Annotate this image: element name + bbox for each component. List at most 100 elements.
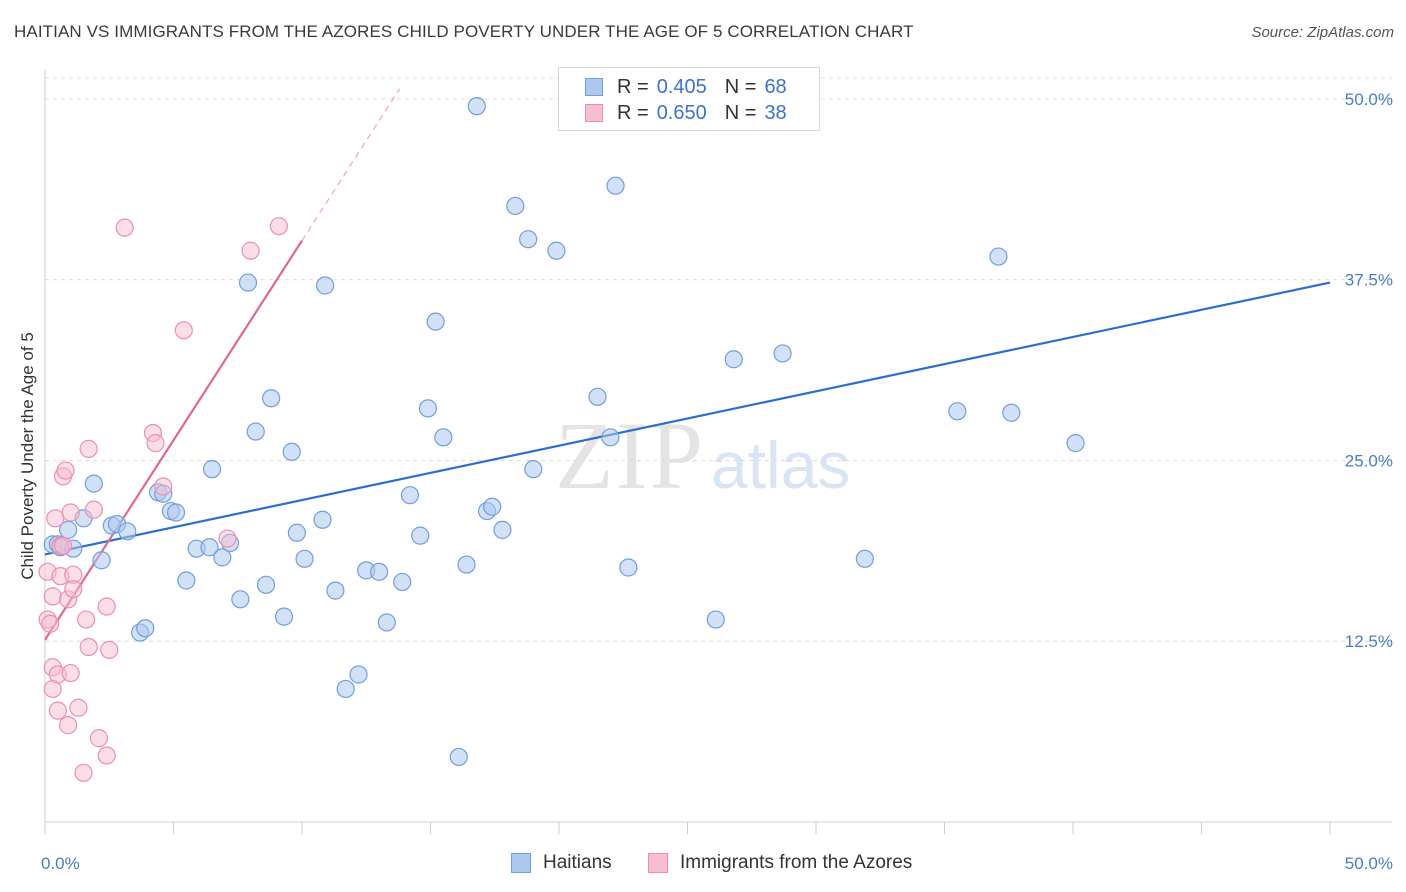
azores-point xyxy=(59,716,78,735)
haitians-point xyxy=(136,619,155,638)
y-tick-label: 37.5% xyxy=(1345,271,1393,290)
haitians-point xyxy=(449,747,468,767)
azores-point xyxy=(269,217,288,236)
haitians-point xyxy=(262,389,281,408)
label-layer: 12.5% 25.0% 37.5% 50.0% 0.0% 50.0% Child Pover… xyxy=(18,90,1393,873)
haitians-point xyxy=(493,520,512,539)
haitians-point xyxy=(855,549,874,568)
haitians-point xyxy=(411,526,430,545)
y-tick-label: 50.0% xyxy=(1345,90,1393,109)
azores-point xyxy=(97,597,116,616)
haitians-point xyxy=(231,590,250,609)
azores-point xyxy=(41,614,60,633)
bottom-legend-label-haitians: Haitians xyxy=(543,852,612,873)
legend-row-azores: R = 0.650 N = 38 xyxy=(585,101,787,125)
haitians-point xyxy=(467,97,486,116)
haitians-point xyxy=(524,460,543,479)
azores-point xyxy=(79,439,98,458)
haitians-point xyxy=(724,350,743,369)
bottom-legend-azores[interactable]: Immigrants from the Azores xyxy=(648,852,912,874)
legend-n-label: N = xyxy=(724,75,757,98)
azores-point xyxy=(97,746,116,765)
bottom-legend-haitians[interactable]: Haitians xyxy=(511,852,612,874)
haitians-point xyxy=(166,503,186,522)
bottom-legend: Haitians Immigrants from the Azores xyxy=(0,852,1406,878)
azores-point xyxy=(64,580,83,599)
bottom-legend-label-azores: Immigrants from the Azores xyxy=(680,852,913,873)
haitians-trend-line xyxy=(44,281,1331,556)
azores-point xyxy=(69,698,88,717)
haitians-point xyxy=(377,613,396,632)
axis-layer xyxy=(44,70,1392,834)
azores-point xyxy=(89,729,109,748)
haitians-point xyxy=(547,241,566,260)
haitians-point xyxy=(282,442,301,461)
azores-point xyxy=(43,587,62,606)
azores-trend-line xyxy=(44,240,303,641)
haitians-point xyxy=(619,558,638,577)
haitians-point xyxy=(238,273,258,292)
haitians-point xyxy=(457,555,476,574)
haitians-point xyxy=(246,422,265,441)
haitians-point xyxy=(274,607,294,626)
haitians-point xyxy=(316,276,335,295)
x-tick-label: 50.0% xyxy=(1345,854,1393,873)
azores-point xyxy=(100,640,119,660)
azores-point xyxy=(174,321,193,340)
azores-point xyxy=(79,637,98,657)
azores-point xyxy=(218,529,237,548)
haitians-point xyxy=(483,497,502,516)
haitians-point xyxy=(213,548,232,567)
haitians-point xyxy=(426,312,445,331)
bottom-legend-swatch-haitians xyxy=(511,853,531,873)
haitians-point xyxy=(418,399,438,418)
point-layer xyxy=(38,97,1085,782)
haitians-point xyxy=(588,387,607,406)
haitians-point xyxy=(370,562,389,581)
stats-legend: R = 0.405 N = 68 R = 0.650 N = 38 xyxy=(558,67,820,131)
azores-point xyxy=(56,461,75,480)
haitians-point xyxy=(295,549,314,568)
haitians-point xyxy=(84,474,103,493)
haitians-point xyxy=(601,428,620,447)
haitians-point xyxy=(313,510,332,529)
haitians-point xyxy=(287,523,306,542)
legend-swatch-azores xyxy=(585,104,603,122)
haitians-point xyxy=(519,230,538,249)
haitians-point xyxy=(506,196,525,216)
legend-n-label: N = xyxy=(724,101,757,124)
legend-n-value: 38 xyxy=(764,101,787,124)
haitians-point xyxy=(118,522,137,541)
azores-point xyxy=(154,477,173,496)
haitians-point xyxy=(393,572,412,592)
source-label: Source: ZipAtlas.com xyxy=(1251,24,1394,41)
haitians-point xyxy=(336,679,355,699)
y-tick-label: 12.5% xyxy=(1345,632,1393,651)
haitians-point xyxy=(948,402,967,421)
azores-point xyxy=(146,434,165,453)
legend-swatch-haitians xyxy=(585,78,603,96)
y-tick-label: 25.0% xyxy=(1345,451,1393,470)
haitians-point xyxy=(177,571,196,590)
haitians-point xyxy=(200,538,219,557)
haitians-point xyxy=(92,551,111,570)
bottom-legend-swatch-azores xyxy=(648,853,668,873)
watermark-atlas: atlas xyxy=(711,428,851,502)
haitians-point xyxy=(326,581,345,600)
azores-point xyxy=(48,701,67,720)
x-tick-label: 0.0% xyxy=(41,854,80,873)
azores-point xyxy=(115,218,134,237)
haitians-point xyxy=(706,610,725,629)
haitians-point xyxy=(400,486,420,505)
azores-point xyxy=(84,500,103,519)
legend-row-haitians: R = 0.405 N = 68 xyxy=(585,75,787,99)
legend-r-label: R = xyxy=(617,101,649,124)
azores-point xyxy=(46,509,65,528)
azores-point xyxy=(74,763,93,782)
azores-point xyxy=(61,663,80,683)
haitians-point xyxy=(256,575,276,594)
haitians-point xyxy=(202,460,222,479)
azores-point xyxy=(241,241,260,260)
azores-point xyxy=(77,610,96,629)
